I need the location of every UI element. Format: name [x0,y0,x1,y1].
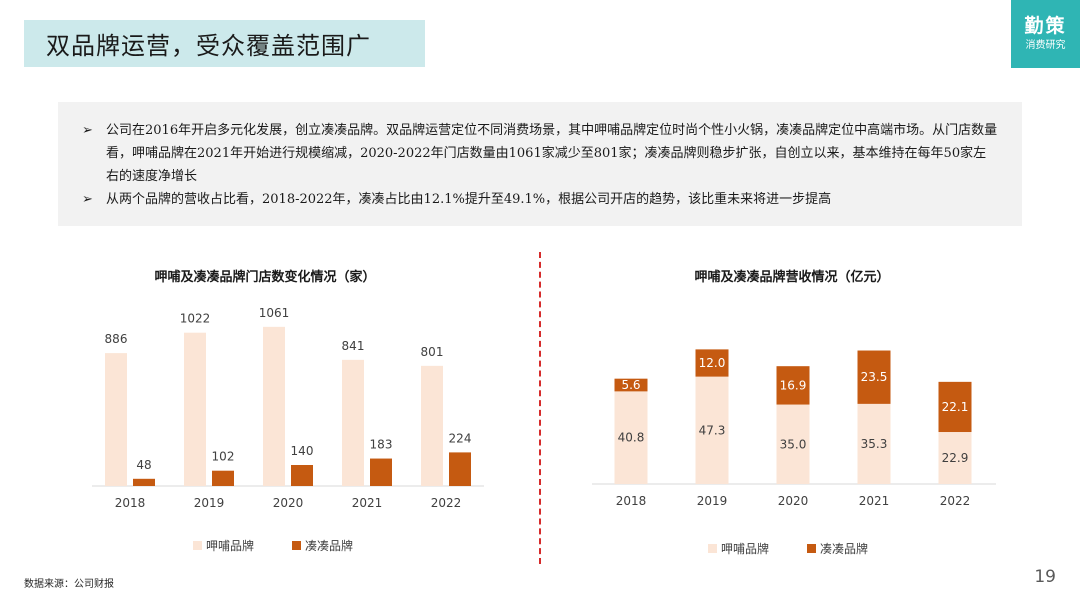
chart-title-stores: 呷哺及凑凑品牌门店数变化情况（家） [154,270,376,285]
page-title-box: 双品牌运营，受众覆盖范围广 [24,20,425,67]
bar-xiabu [342,359,364,486]
data-label-xiabu: 886 [105,332,128,346]
data-label-xiabu: 801 [421,345,444,359]
legend-label-xiabu: 呷哺品牌 [721,542,770,556]
data-source: 数据来源：公司财报 [24,579,114,590]
data-label-coucou: 5.6 [621,378,640,392]
data-label-xiabu: 841 [342,339,365,353]
x-tick-label: 2022 [940,494,971,508]
x-tick-label: 2018 [616,494,647,508]
data-label-coucou: 22.1 [942,400,969,414]
legend-swatch-xiabu [708,544,717,553]
summary-bullet: ➢ 公司在2016年开启多元化发展，创立凑凑品牌。双品牌运营定位不同消费场景，其… [82,119,998,188]
x-tick-label: 2018 [115,496,146,510]
bar-xiabu [938,432,972,484]
data-label-xiabu: 1061 [259,306,290,320]
data-label-xiabu: 22.9 [942,451,969,465]
chart-title-revenue: 呷哺及凑凑品牌营收情况（亿元） [694,270,890,285]
brand-subtitle: 消费研究 [1025,39,1066,51]
data-label-coucou: 23.5 [861,370,888,384]
bar-xiabu [695,376,729,484]
bar-coucou [133,478,155,486]
legend-swatch-coucou [807,544,817,553]
bar-xiabu [184,332,206,486]
x-tick-label: 2021 [352,496,383,510]
bar-coucou [449,452,471,486]
x-tick-label: 2019 [697,494,728,508]
x-tick-label: 2019 [194,496,225,510]
data-label-coucou: 102 [212,450,235,464]
x-tick-label: 2020 [273,496,304,510]
legend-swatch-coucou [292,541,302,550]
brand-logo: 勤策 消费研究 [1011,0,1080,68]
summary-box: ➢ 公司在2016年开启多元化发展，创立凑凑品牌。双品牌运营定位不同消费场景，其… [58,102,1022,226]
data-label-coucou: 12.0 [699,356,726,370]
bar-coucou [857,350,891,404]
data-label-coucou: 48 [136,458,151,472]
legend-swatch-xiabu [193,541,202,550]
summary-text: 公司在2016年开启多元化发展，创立凑凑品牌。双品牌运营定位不同消费场景，其中呷… [106,123,998,184]
page-number: 19 [1034,567,1056,587]
legend-revenue: 呷哺品牌 凑凑品牌 [708,540,906,557]
bar-coucou [776,366,810,405]
bar-coucou [938,381,972,433]
legend-label-coucou: 凑凑品牌 [820,542,869,556]
data-label-xiabu: 35.3 [861,437,888,451]
arrow-bullet-icon: ➢ [82,123,93,138]
data-label-coucou: 224 [449,431,472,445]
brand-name: 勤策 [1024,15,1067,38]
bar-coucou [370,458,392,486]
bar-coucou [291,465,313,486]
summary-bullet: ➢ 从两个品牌的营收占比看，2018-2022年，凑凑占比由12.1%提升至49… [82,188,998,211]
legend-stores: 呷哺品牌 凑凑品牌 [193,537,391,554]
x-tick-label: 2020 [778,494,809,508]
data-label-xiabu: 1022 [180,312,211,326]
legend-item-coucou: 凑凑品牌 [292,537,353,554]
bar-xiabu [105,353,127,486]
arrow-bullet-icon: ➢ [82,192,93,207]
data-label-coucou: 140 [291,444,314,458]
chart-divider [539,252,541,564]
data-label-coucou: 16.9 [780,378,807,392]
data-label-coucou: 183 [370,438,393,452]
data-label-xiabu: 40.8 [618,431,645,445]
legend-item-xiabu: 呷哺品牌 [708,540,769,557]
bar-xiabu [421,365,443,486]
bar-coucou [695,349,729,377]
bar-coucou [212,470,234,486]
bar-coucou [614,378,648,392]
x-tick-label: 2022 [431,496,462,510]
legend-item-xiabu: 呷哺品牌 [193,537,254,554]
summary-text: 从两个品牌的营收占比看，2018-2022年，凑凑占比由12.1%提升至49.1… [106,192,832,207]
bar-xiabu [263,326,285,486]
data-label-xiabu: 35.0 [780,437,807,451]
page-title: 双品牌运营，受众覆盖范围广 [46,32,371,60]
data-label-xiabu: 47.3 [699,423,726,437]
legend-label-coucou: 凑凑品牌 [305,539,354,553]
legend-item-coucou: 凑凑品牌 [807,540,868,557]
x-tick-label: 2021 [859,494,890,508]
bar-xiabu [776,404,810,484]
legend-label-xiabu: 呷哺品牌 [206,539,255,553]
bar-xiabu [857,403,891,484]
bar-xiabu [614,391,648,484]
